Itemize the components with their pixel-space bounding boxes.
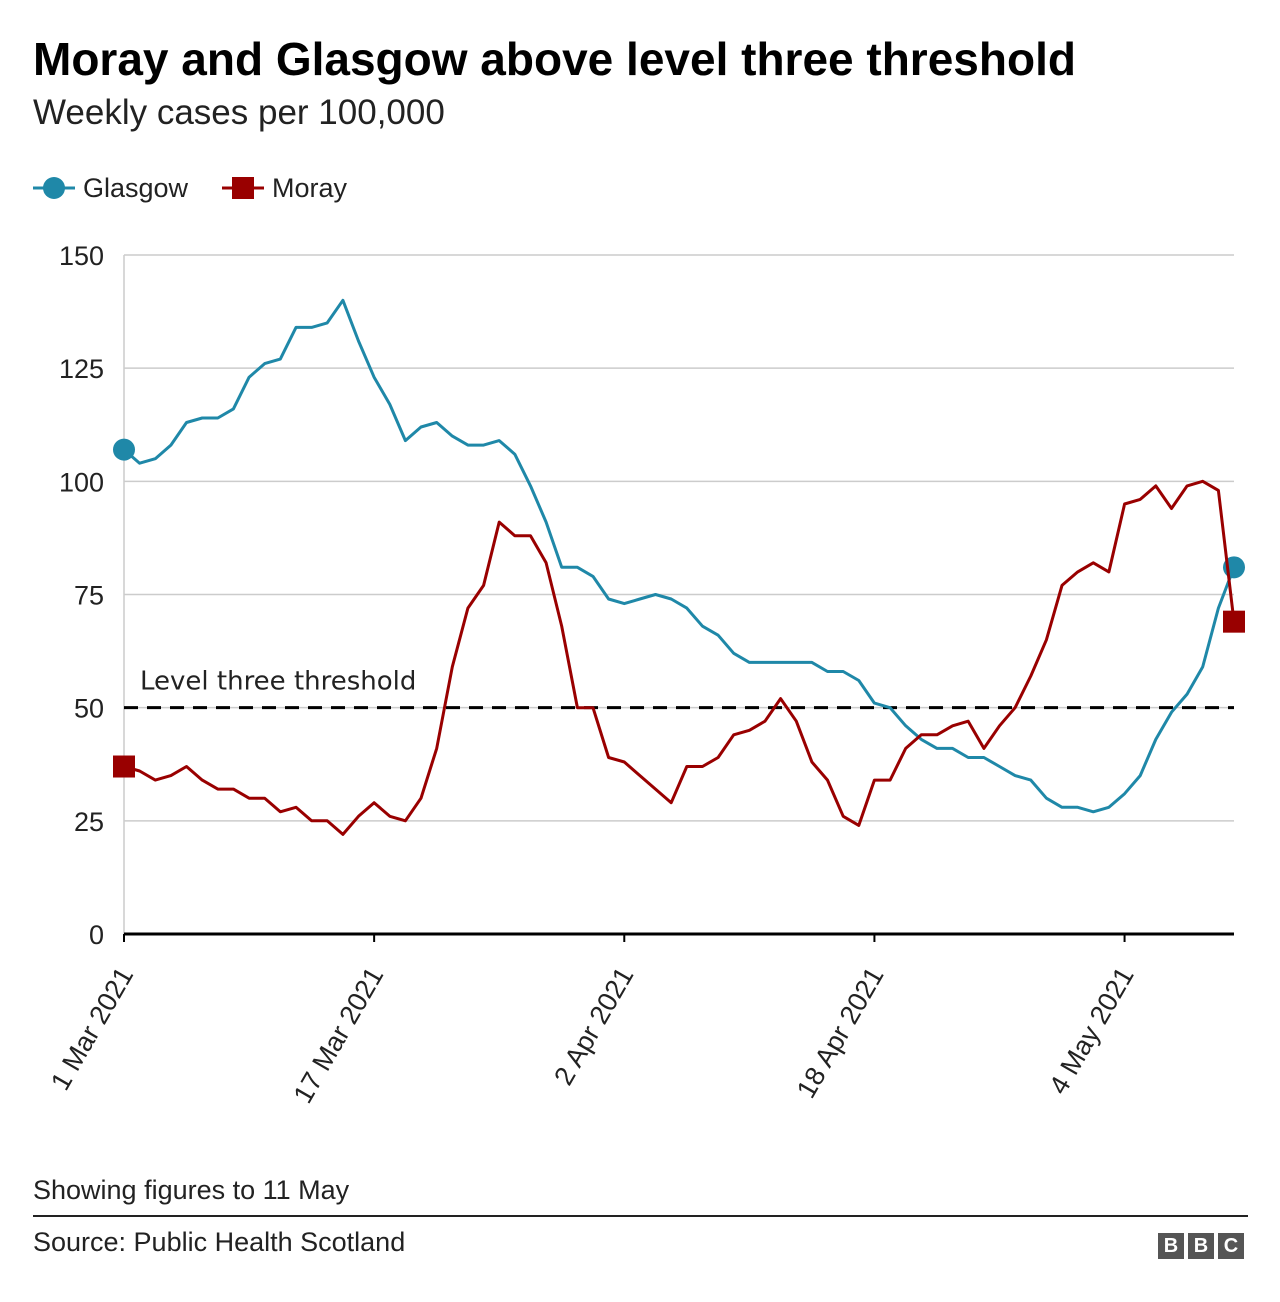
line-chart: 0 25 50 75 100 125 150 1 Mar 2021 17 Mar 2021 2 A…: [45, 241, 1245, 1108]
bbc-logo-letter: B: [1158, 1233, 1184, 1259]
y-tick-label: 150: [59, 241, 104, 271]
legend-label-glasgow: Glasgow: [83, 172, 189, 203]
y-tick-label: 100: [59, 467, 104, 497]
moray-legend-marker-icon: [222, 177, 265, 199]
bbc-logo-letter: C: [1218, 1233, 1244, 1259]
x-tick-label: 4 May 2021: [1043, 962, 1140, 1099]
chart-title: Moray and Glasgow above level three thre…: [33, 33, 1076, 85]
y-tick-label: 50: [74, 694, 104, 724]
y-tick-label: 25: [74, 807, 104, 837]
y-tick-label: 0: [89, 920, 104, 950]
threshold-label: Level three threshold: [140, 667, 416, 697]
x-tick-label: 17 Mar 2021: [288, 962, 390, 1108]
glasgow-legend-marker-icon: [33, 177, 75, 199]
series-line-moray: [123, 479, 1236, 836]
legend: Glasgow Moray: [33, 168, 381, 208]
series-line-glasgow: [123, 298, 1236, 814]
legend-item-glasgow: Glasgow: [33, 173, 188, 204]
x-tick-label: 2 Apr 2021: [548, 962, 639, 1090]
bbc-logo-letter: B: [1188, 1233, 1214, 1259]
chart-source: Source: Public Health Scotland: [33, 1227, 406, 1257]
x-tick-label: 1 Mar 2021: [45, 962, 139, 1095]
bbc-logo: B B C: [1158, 1233, 1248, 1259]
chart-subtitle: Weekly cases per 100,000: [33, 93, 445, 132]
legend-item-moray: Moray: [222, 173, 347, 204]
chart-note: Showing figures to 11 May: [33, 1175, 350, 1205]
data-point-moray: [1223, 610, 1245, 633]
legend-label-moray: Moray: [272, 172, 348, 203]
data-point-moray: [113, 755, 135, 778]
y-tick-label: 75: [74, 581, 104, 611]
x-tick-label: 18 Apr 2021: [791, 962, 890, 1103]
data-point-glasgow: [113, 438, 135, 461]
footer-divider: [33, 1215, 1248, 1217]
y-tick-label: 125: [59, 354, 104, 384]
